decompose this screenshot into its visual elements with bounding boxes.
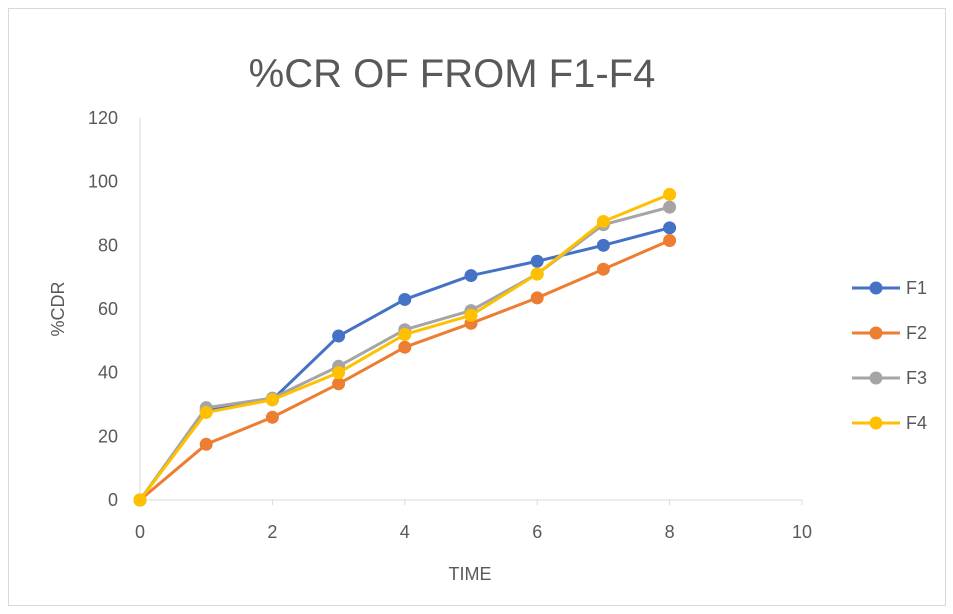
legend-marker [869, 371, 883, 385]
data-point-f4 [398, 327, 412, 341]
series-line-f1 [138, 226, 670, 501]
y-tick-label: 100 [88, 172, 118, 192]
data-point-f2 [663, 234, 677, 248]
legend-label: F2 [906, 323, 927, 343]
data-point-f1 [464, 269, 478, 283]
y-tick-label: 20 [98, 426, 118, 446]
legend-item-f4: F4 [852, 413, 927, 433]
y-tick-label: 120 [88, 108, 118, 128]
data-point-f1 [332, 329, 346, 343]
data-point-f4 [464, 308, 478, 322]
y-tick-label: 40 [98, 363, 118, 383]
x-tick-label: 0 [135, 522, 145, 542]
data-point-f2 [199, 437, 213, 451]
series-line-f2 [139, 239, 671, 502]
data-point-f4 [133, 493, 147, 507]
x-tick-label: 6 [532, 522, 542, 542]
legend-label: F1 [906, 278, 927, 298]
data-point-f3 [663, 200, 677, 214]
legend-marker [869, 416, 883, 430]
data-point-f2 [398, 340, 412, 354]
x-tick-label: 2 [267, 522, 277, 542]
y-tick-label: 60 [98, 299, 118, 319]
data-point-f2 [332, 377, 346, 391]
legend-marker [869, 326, 883, 340]
data-point-f4 [663, 187, 677, 201]
y-tick-label: 80 [98, 235, 118, 255]
legend-label: F3 [906, 368, 927, 388]
data-point-f4 [199, 405, 213, 419]
data-point-f4 [332, 366, 346, 380]
data-point-f1 [530, 254, 544, 268]
legend-item-f1: F1 [852, 278, 927, 298]
series-f2 [133, 234, 677, 507]
axes [139, 118, 802, 501]
data-point-f2 [265, 410, 279, 424]
legend-marker [869, 281, 883, 295]
series-f1 [133, 221, 677, 507]
series-group [133, 187, 677, 507]
y-tick-label: 0 [108, 490, 118, 510]
y-axis-label: %CDR [48, 281, 68, 336]
data-point-f2 [530, 291, 544, 305]
x-axis-label: TIME [449, 564, 492, 584]
legend-item-f2: F2 [852, 323, 927, 343]
data-point-f1 [596, 238, 610, 252]
y-tick-labels: 0 20 40 60 80 100 120 [88, 108, 118, 510]
data-point-f2 [596, 262, 610, 276]
x-tick-label: 4 [400, 522, 410, 542]
chart-title: %CR OF FROM F1-F4 [249, 52, 656, 96]
data-point-f1 [663, 221, 677, 235]
x-tick-label: 10 [792, 522, 812, 542]
legend: F1 F2 F3 F4 [852, 278, 927, 433]
data-point-f4 [596, 214, 610, 228]
legend-item-f3: F3 [852, 368, 927, 388]
legend-label: F4 [906, 413, 927, 433]
x-tick-labels: 0 2 4 6 8 10 [135, 500, 812, 542]
data-point-f4 [530, 267, 544, 281]
data-point-f1 [398, 292, 412, 306]
data-point-f4 [265, 393, 279, 407]
series-f4 [133, 187, 677, 507]
x-tick-label: 8 [665, 522, 675, 542]
